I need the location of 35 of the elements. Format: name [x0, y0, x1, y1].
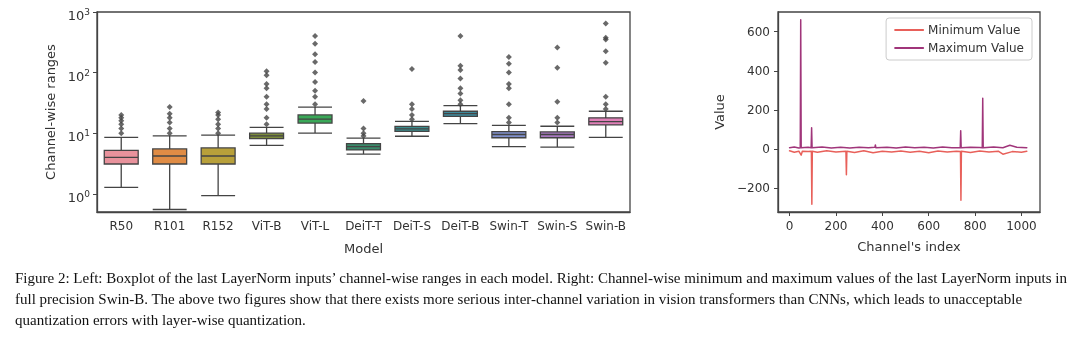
x-tick-label: 1000	[1006, 219, 1037, 233]
x-tick-label: DeiT-B	[441, 219, 480, 233]
x-tick-label: DeiT-T	[345, 219, 383, 233]
x-axis-title: Model	[343, 241, 384, 256]
x-axis-title: Channel's index	[857, 239, 962, 254]
line-series	[788, 19, 1028, 149]
y-tick-label: 10$^{1}$	[67, 127, 90, 147]
y-tick-label: 0	[762, 142, 770, 157]
x-tick-label: 600	[917, 219, 941, 233]
y-axis-title: Value	[712, 94, 728, 130]
y-tick-label: −200	[737, 181, 770, 196]
y-tick-label: 400	[747, 63, 770, 78]
y-axis-title: Channel-wise ranges	[43, 43, 58, 180]
line-series	[788, 150, 1028, 205]
x-tick-label: Swin-T	[489, 219, 529, 233]
y-tick-label: 10$^{0}$	[67, 187, 90, 208]
x-tick-label: Swin-B	[585, 219, 627, 233]
x-tick-label: Swin-S	[537, 219, 578, 233]
y-tick-label: 600	[747, 24, 770, 39]
x-tick-label: 0	[785, 219, 794, 233]
x-tick-label: ViT-L	[300, 219, 330, 233]
x-tick-label: R152	[202, 219, 234, 233]
y-tick-label: 200	[747, 103, 770, 118]
x-tick-label: 400	[870, 219, 894, 233]
x-tick-label: 800	[963, 219, 987, 233]
legend-label: Minimum Value	[928, 23, 1021, 37]
legend-label: Maximum Value	[928, 41, 1025, 55]
x-tick-label: ViT-B	[251, 219, 282, 233]
x-tick-label: 200	[824, 219, 848, 233]
y-tick-label: 10$^{2}$	[67, 66, 90, 86]
x-tick-label: R50	[109, 219, 134, 233]
y-tick-label: 10$^{3}$	[67, 6, 90, 26]
x-tick-label: DeiT-S	[392, 219, 432, 233]
x-tick-label: R101	[154, 219, 186, 233]
caption: Figure 2: Left: Boxplot of the last LayerNorm inputs’ channel-wise ranges in each model. Right: Channel-wise minimum and maximum values of the last LayerNorm inputs in full precision Swin-B. The above two figures show that there exists more serious inter-channel variation in vision transformers than CNNs, which leads to unacceptable quantization errors with layer-wise quantization.	[15, 269, 1068, 330]
